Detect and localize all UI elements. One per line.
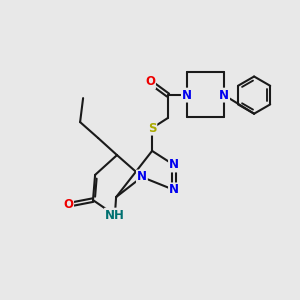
Text: N: N bbox=[219, 88, 229, 102]
Text: N: N bbox=[137, 170, 147, 184]
Text: O: O bbox=[63, 198, 73, 212]
Text: N: N bbox=[169, 183, 179, 196]
Text: N: N bbox=[182, 88, 192, 102]
Text: O: O bbox=[145, 75, 155, 88]
Text: N: N bbox=[169, 158, 179, 172]
Text: S: S bbox=[148, 122, 156, 135]
Text: NH: NH bbox=[105, 208, 125, 222]
